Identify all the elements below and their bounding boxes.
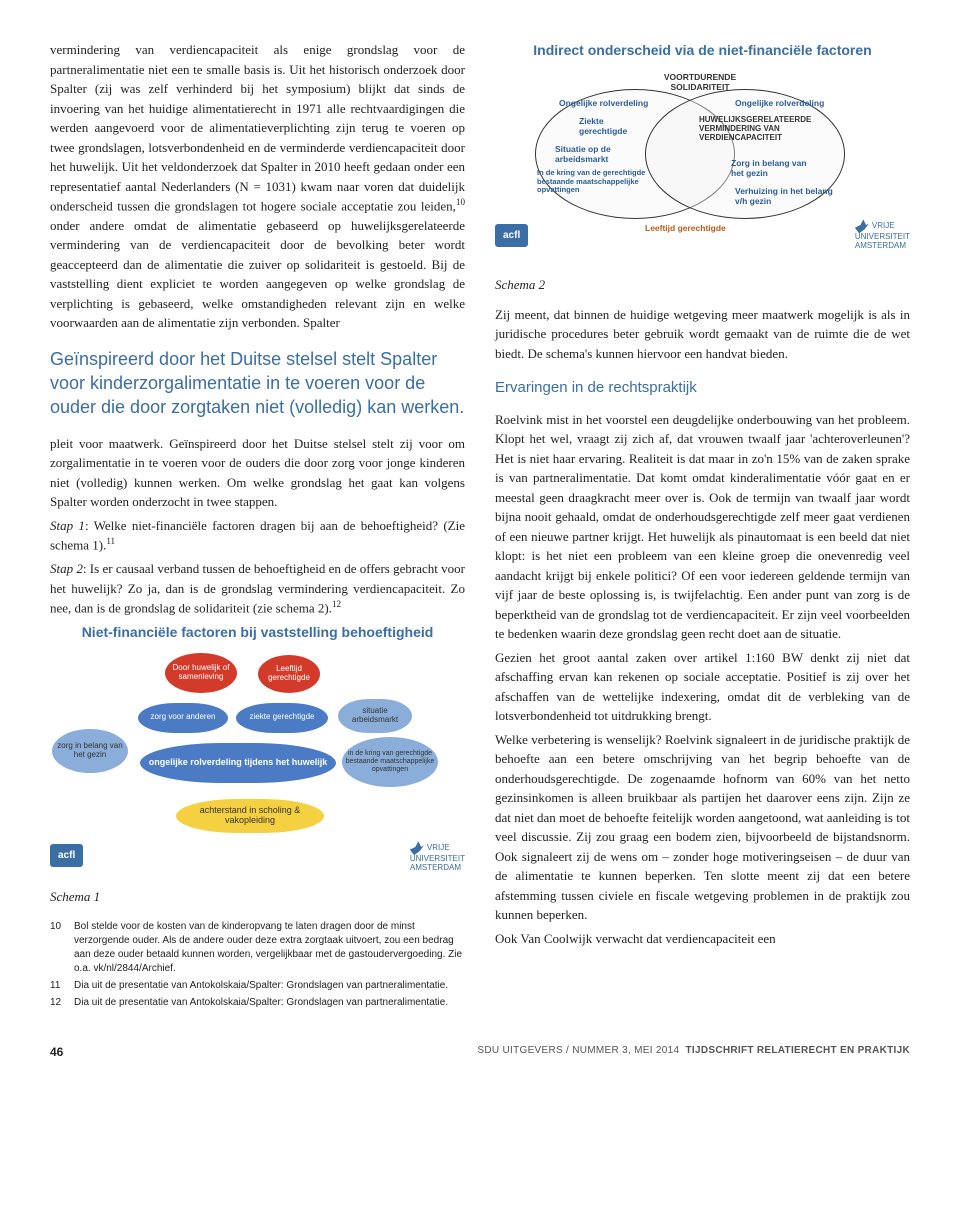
diagram-2-title: Indirect onderscheid via de niet-financi… — [495, 40, 910, 61]
footnote-11: 11Dia uit de presentatie van Antokolskai… — [50, 979, 465, 993]
venn-label-l1: Ongelijke rolverdeling — [559, 99, 648, 109]
step-1: Stap 1: Welke niet-financiële factoren d… — [50, 516, 465, 555]
right-column: Indirect onderscheid via de niet-financi… — [495, 40, 910, 1013]
venn-label-top: VOORTDURENDE SOLIDARITEIT — [650, 73, 750, 93]
body-paragraph: vermindering van verdiencapaciteit als e… — [50, 40, 465, 333]
bubble-zorg-gezin: zorg in belang van het gezin — [52, 729, 128, 773]
bubble-achterstand: achterstand in scholing & vakopleiding — [176, 799, 324, 833]
footer-text: SDU UITGEVERS / NUMMER 3, MEI 2014 TIJDS… — [477, 1043, 910, 1061]
vu-logo: VRIJE UNIVERSITEIT AMSTERDAM — [410, 841, 465, 873]
acfl-badge: acfl — [495, 224, 528, 247]
acfl-badge: acfl — [50, 844, 83, 867]
page-footer: 46 SDU UITGEVERS / NUMMER 3, MEI 2014 TI… — [50, 1043, 910, 1061]
body-paragraph: pleit voor maatwerk. Geïnspireerd door h… — [50, 434, 465, 512]
footnote-10: 10Bol stelde voor de kosten van de kinde… — [50, 920, 465, 976]
schema-2-label: Schema 2 — [495, 275, 910, 295]
step-2: Stap 2: Is er causaal verband tussen de … — [50, 559, 465, 618]
diagram-1-title: Niet-financiële factoren bij vaststellin… — [50, 622, 465, 643]
venn-label-r4: Verhuizing in het belang v/h gezin — [735, 187, 835, 207]
vu-griffin-icon — [855, 219, 869, 233]
body-paragraph: Ook Van Coolwijk verwacht dat verdiencap… — [495, 929, 910, 949]
schema-1-label: Schema 1 — [50, 887, 465, 907]
venn-label-r2: HUWELIJKSGERELATEERDE VERMINDERING VAN V… — [699, 115, 839, 143]
body-paragraph: Welke verbetering is wenselijk? Roelvink… — [495, 730, 910, 925]
body-paragraph: Roelvink mist in het voorstel een deugde… — [495, 410, 910, 644]
left-column: vermindering van verdiencapaciteit als e… — [50, 40, 465, 1013]
body-paragraph: Gezien het groot aantal zaken over artik… — [495, 648, 910, 726]
footnote-ref-10: 10 — [456, 197, 465, 207]
footnotes: 10Bol stelde voor de kosten van de kinde… — [50, 920, 465, 1010]
page-number: 46 — [50, 1043, 63, 1061]
venn-label-l3: Situatie op de arbeidsmarkt — [555, 145, 637, 165]
venn-label-l4: In de kring van de gerechtigde bestaande… — [537, 169, 647, 195]
bubble-zorg-anderen: zorg voor anderen — [138, 703, 228, 733]
bubble-door-huwelijk: Door huwelijk of samenleving — [165, 653, 237, 693]
bubble-leeftijd: Leeftijd gerechtigde — [258, 655, 320, 693]
section-title-ervaringen: Ervaringen in de rechtspraktijk — [495, 377, 910, 400]
footnote-12: 12Dia uit de presentatie van Antokolskai… — [50, 996, 465, 1010]
bubble-situatie: situatie arbeidsmarkt — [338, 699, 412, 733]
pullquote: Geïnspireerd door het Duitse stelsel ste… — [50, 347, 465, 420]
venn-label-bottom: Leeftijd gerechtigde — [645, 224, 726, 234]
vu-griffin-icon — [410, 841, 424, 855]
venn-label-r1: Ongelijke rolverdeling — [735, 99, 824, 109]
bubble-kring: in de kring van gerechtigde bestaande ma… — [342, 737, 438, 787]
vu-logo: VRIJE UNIVERSITEIT AMSTERDAM — [855, 219, 910, 251]
footnote-ref-11: 11 — [106, 536, 115, 546]
body-paragraph: Zij meent, dat binnen de huidige wetgevi… — [495, 305, 910, 364]
bubble-rolverdeling: ongelijke rolverdeling tijdens het huwel… — [140, 743, 336, 783]
footnote-ref-12: 12 — [332, 599, 341, 609]
diagram-2: Indirect onderscheid via de niet-financi… — [495, 40, 910, 295]
venn-label-l2: Ziekte gerechtigde — [579, 117, 649, 137]
venn-label-r3: Zorg in belang van het gezin — [731, 159, 821, 179]
diagram-1: Niet-financiële factoren bij vaststellin… — [50, 622, 465, 907]
bubble-ziekte: ziekte gerechtigde — [236, 703, 328, 733]
